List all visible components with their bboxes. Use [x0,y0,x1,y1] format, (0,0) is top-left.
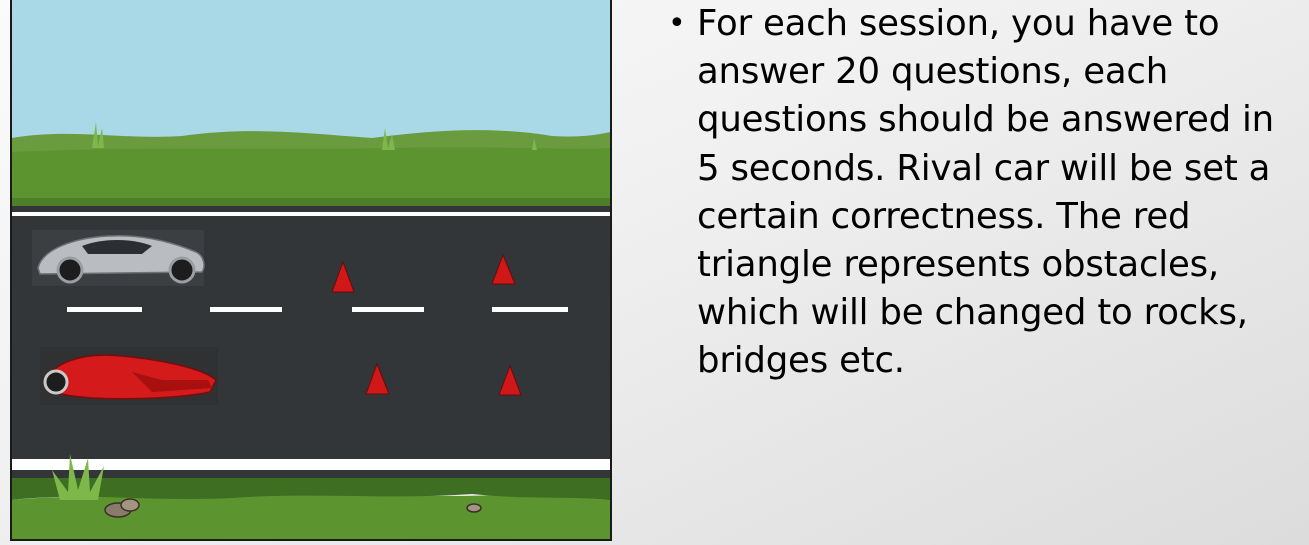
rival-car [40,347,218,405]
grass-field [12,147,610,210]
road-edge-bottom [12,459,610,470]
wheel [56,256,84,284]
slide-bullet-block: • For each session, you have to answer 2… [668,0,1300,386]
obstacle-triangle [498,364,522,396]
foreground-grass-tuft [52,454,104,500]
bottom-grass [12,493,610,539]
bottom-grass-dark [12,478,610,500]
lane-dash [492,307,568,312]
obstacle-triangle [365,362,390,395]
obstacle-triangle [331,260,355,293]
lane-dash [210,307,282,312]
rocks [104,498,482,518]
bullet-text: For each session, you have to answer 20 … [697,3,1274,382]
wheel [168,256,196,284]
obstacles [331,253,522,396]
lane-dash [67,307,142,312]
road-edge-top [12,212,610,216]
obstacle-triangle [491,253,516,285]
bullet-point-icon: • [668,6,686,41]
lane-divider [67,307,568,312]
wheel [43,369,69,395]
horizon-grass-tufts [92,122,537,150]
race-track-illustration [12,0,610,539]
game-scene [10,0,612,541]
lane-dash [352,307,424,312]
player-car [32,230,205,286]
